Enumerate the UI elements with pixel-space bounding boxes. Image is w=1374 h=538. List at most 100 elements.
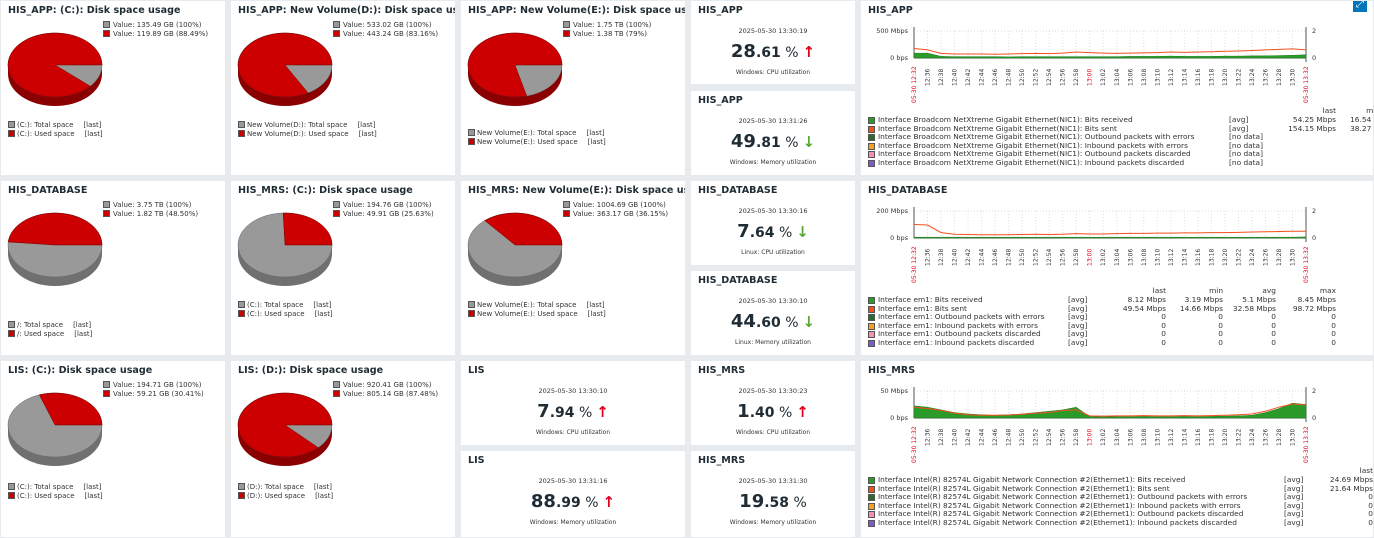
time-tick-label: 12:38 xyxy=(938,429,945,446)
legend-used-row: Value: 59.21 GB (30.41%) xyxy=(103,390,204,399)
pie-widget[interactable]: HIS_MRS: New Volume(E:): Disk space usag… xyxy=(461,181,685,355)
item-value-widget[interactable]: LIS 2025-05-30 13:30:10 7.94 % ↑ Windows: CP… xyxy=(461,361,685,445)
legend-row: (D:): Used space [last] xyxy=(238,492,333,501)
widget-title: HIS_MRS xyxy=(698,365,746,376)
time-tick-label: 13:18 xyxy=(1208,249,1215,266)
legend-function: [no data] xyxy=(1229,140,1263,150)
pie-item-legend: New Volume(D:): Total space [last] New Vol… xyxy=(238,121,377,139)
timestamp: 2025-05-30 13:30:23 xyxy=(738,387,808,395)
item-value-widget[interactable]: LIS 2025-05-30 13:31:16 88.99 % ↑ Windows: M… xyxy=(461,451,685,537)
pie-slice-used xyxy=(484,212,563,246)
pie-widget[interactable]: HIS_APP: New Volume(E:): Disk space usag… xyxy=(461,1,685,175)
legend-function: [last] xyxy=(587,310,606,318)
pie-widget[interactable]: HIS_DATABASE Value: 3.75 TB (100%) Value: … xyxy=(1,181,225,355)
series-bits-received xyxy=(913,236,1307,239)
used-swatch xyxy=(8,492,15,499)
legend-total-row: Value: 1004.69 GB (100%) xyxy=(563,201,668,210)
value-total: Value: 1004.69 GB (100%) xyxy=(573,201,666,209)
pie-widget[interactable]: HIS_APP: (C:): Disk space usage Value: 13… xyxy=(1,1,225,175)
legend-value: 0 xyxy=(1218,337,1223,347)
graph-widget[interactable]: HIS_MRS 05-30 12:32 12:36 12:38 12:40 12:42 12… xyxy=(861,361,1373,537)
time-tick-label: 13:02 xyxy=(1100,429,1107,446)
pie-widget[interactable]: HIS_APP: New Volume(D:): Disk space usag… xyxy=(231,1,455,175)
time-tick-label: 12:48 xyxy=(1006,429,1013,446)
in-errors-swatch xyxy=(868,502,875,510)
time-tick-label: 12:58 xyxy=(1073,69,1080,86)
legend-item-name: Interface Broadcom NetXtreme Gigabit Eth… xyxy=(878,115,1133,124)
time-tick-label: 12:46 xyxy=(992,69,999,86)
time-tick-label: 12:40 xyxy=(952,69,959,86)
legend-item-name: Interface Intel(R) 82574L Gigabit Networ… xyxy=(878,517,1237,527)
item-value-widget[interactable]: HIS_MRS 2025-05-30 13:30:23 1.40 % ↑ Windows… xyxy=(691,361,855,445)
widget-title: LIS xyxy=(468,365,485,376)
bits-received-swatch xyxy=(868,477,875,484)
time-tick-label: 13:28 xyxy=(1276,249,1283,266)
item-value-widget[interactable]: HIS_MRS 2025-05-30 13:31:30 19.58 % Windows… xyxy=(691,451,855,537)
time-tick-label: 12:58 xyxy=(1073,429,1080,446)
widget-title: HIS_APP: New Volume(D:): Disk space usag… xyxy=(238,5,455,16)
legend-function: [avg] xyxy=(1284,500,1304,510)
time-tick-label: 13:18 xyxy=(1208,429,1215,446)
legend-value: 154.15 Mbps xyxy=(1288,123,1336,133)
value-decimal: .58 xyxy=(764,495,790,511)
legend-value: 0 xyxy=(1331,337,1336,347)
used-swatch xyxy=(238,130,245,137)
trend-up-icon: ↑ xyxy=(802,43,816,61)
y-axis-top-label: 500 Mbps xyxy=(876,27,908,35)
pie-item-legend: (D:): Total space [last] (D:): Used space [… xyxy=(238,483,333,501)
legend-value: 16.54 M xyxy=(1350,115,1373,124)
bits-sent-swatch xyxy=(868,485,875,493)
item-value-widget[interactable]: HIS_DATABASE 2025-05-30 13:30:10 44.60 % ↓ L… xyxy=(691,271,855,355)
graph-widget[interactable]: HIS_APP ⤢ 05-30 12:32 12:36 12:38 12:40 12:42 1… xyxy=(861,1,1373,175)
time-tick-label: 13:20 xyxy=(1222,429,1229,446)
legend-column-header: avg xyxy=(1262,286,1276,295)
time-tick-label: 13:12 xyxy=(1168,249,1175,266)
total-swatch xyxy=(333,21,340,28)
metric-value: 7.64 % ↓ xyxy=(691,221,855,242)
item-value-widget[interactable]: HIS_DATABASE 2025-05-30 13:30:16 7.64 % ↓ Li… xyxy=(691,181,855,265)
legend-item-name: Interface Broadcom NetXtreme Gigabit Eth… xyxy=(878,132,1195,142)
pie-widget[interactable]: LIS: (D:): Disk space usage Value: 920.41… xyxy=(231,361,455,537)
widget-title: HIS_MRS xyxy=(698,455,746,466)
time-tick-label: 13:16 xyxy=(1195,429,1202,446)
legend-row: Interface Intel(R) 82574L Gigabit Networ… xyxy=(868,484,1373,494)
value-decimal: .40 xyxy=(749,405,775,421)
time-tick-label: 13:18 xyxy=(1208,69,1215,86)
time-tick-label: 13:30 xyxy=(1289,69,1296,86)
legend-row: New Volume(E:): Total space [last] xyxy=(468,129,606,138)
value-used: Value: 1.38 TB (79%) xyxy=(573,30,647,38)
pie-value-legend: Value: 194.71 GB (100%) Value: 59.21 GB (… xyxy=(103,381,204,399)
series-bits-sent xyxy=(913,224,1306,236)
legend-row: New Volume(D:): Total space [last] xyxy=(238,121,377,130)
time-tick-label: 12:52 xyxy=(1033,249,1040,266)
widget-title: HIS_APP xyxy=(698,5,743,16)
legend-value: 0 xyxy=(1218,312,1223,322)
out-errors-swatch xyxy=(868,314,875,322)
timestamp: 2025-05-30 13:31:30 xyxy=(738,477,808,485)
series-bits-received xyxy=(913,402,1307,419)
value-total: Value: 3.75 TB (100%) xyxy=(113,201,192,209)
legend-row: New Volume(E:): Used space [last] xyxy=(468,138,606,147)
series-bits-sent xyxy=(913,48,1307,55)
item-value-widget[interactable]: HIS_APP 2025-05-30 13:30:19 28.61 % ↑ Window… xyxy=(691,1,855,84)
expand-icon[interactable]: ⤢ xyxy=(1353,1,1367,12)
metric-description: Windows: Memory utilization xyxy=(729,159,817,166)
used-swatch xyxy=(333,390,340,397)
pie-widget[interactable]: HIS_MRS: (C:): Disk space usage Value: 19… xyxy=(231,181,455,355)
widget-title: HIS_DATABASE xyxy=(698,275,778,286)
legend-function: [last] xyxy=(315,492,334,500)
time-tick-label: 13:06 xyxy=(1127,249,1134,266)
widget-title: HIS_DATABASE xyxy=(868,185,948,196)
graph-widget[interactable]: HIS_DATABASE 05-30 12:32 12:36 12:38 12:40 12… xyxy=(861,181,1373,355)
legend-value: 8.12 Mbps xyxy=(1127,295,1166,304)
time-tick-label: 13:26 xyxy=(1262,429,1269,446)
legend-value: 14.66 Mbps xyxy=(1179,303,1223,313)
item-value-widget[interactable]: HIS_APP 2025-05-30 13:31:26 49.81 % ↓ Window… xyxy=(691,91,855,175)
time-tick-label: 13:08 xyxy=(1141,429,1148,446)
legend-row: Interface Broadcom NetXtreme Gigabit Eth… xyxy=(868,140,1373,151)
y-axis-top-label: 50 Mbps xyxy=(880,387,908,395)
legend-row: Interface Broadcom NetXtreme Gigabit Eth… xyxy=(868,150,1373,159)
time-tick-label: 13:10 xyxy=(1154,429,1161,446)
label-used: (C:): Used space xyxy=(247,310,305,318)
pie-widget[interactable]: LIS: (C:): Disk space usage Value: 194.71… xyxy=(1,361,225,537)
